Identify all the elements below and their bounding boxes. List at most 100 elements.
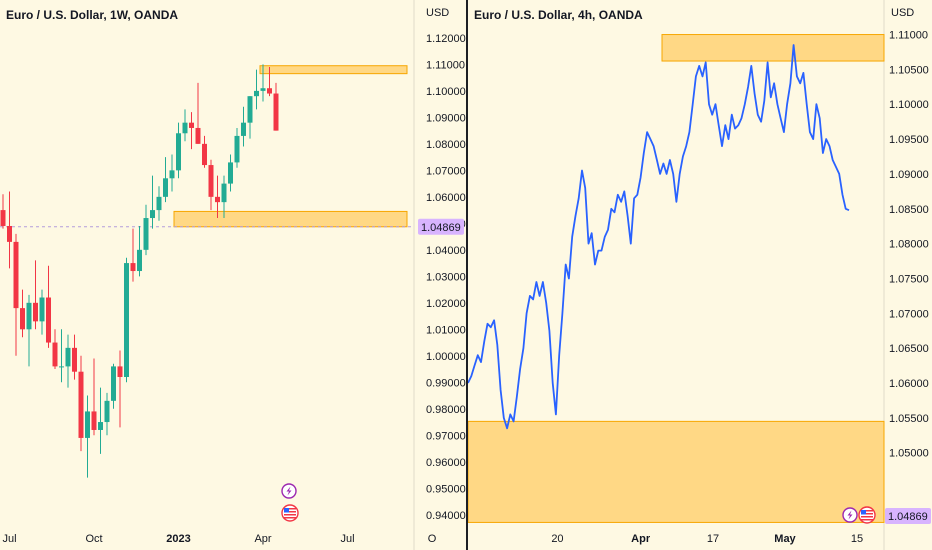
y-tick-label: 1.06500 bbox=[889, 343, 929, 355]
x-tick-label: Apr bbox=[254, 533, 271, 545]
y-tick-label: 1.05000 bbox=[889, 448, 929, 460]
candle-body[interactable] bbox=[33, 302, 38, 322]
candle-body[interactable] bbox=[85, 411, 90, 438]
candle-body[interactable] bbox=[46, 297, 51, 343]
candle-body[interactable] bbox=[156, 196, 162, 211]
candle-body[interactable] bbox=[124, 263, 129, 377]
candle-body[interactable] bbox=[221, 183, 227, 203]
support-zone[interactable] bbox=[173, 210, 408, 228]
last-price-label: 1.04869 bbox=[888, 511, 928, 523]
x-tick-label: Apr bbox=[631, 533, 651, 545]
y-tick-label: 1.07000 bbox=[426, 165, 466, 177]
x-tick-label: 17 bbox=[707, 533, 719, 545]
candle-body[interactable] bbox=[143, 218, 149, 250]
y-tick-label: 1.03000 bbox=[426, 271, 466, 283]
y-tick-label: 1.02000 bbox=[426, 298, 466, 310]
price-line[interactable] bbox=[468, 44, 850, 430]
support-zone[interactable] bbox=[468, 420, 885, 523]
candle-body[interactable] bbox=[130, 263, 136, 272]
resistance-zone[interactable] bbox=[259, 65, 408, 75]
candle-body[interactable] bbox=[273, 93, 279, 131]
y-tick-label: 1.04000 bbox=[426, 245, 466, 257]
lightning-icon[interactable] bbox=[842, 507, 858, 523]
candle-body[interactable] bbox=[78, 371, 84, 438]
x-tick-label: Jul bbox=[340, 533, 354, 545]
currency-label: USD bbox=[426, 7, 450, 19]
panel-divider[interactable] bbox=[466, 0, 468, 550]
candle-body[interactable] bbox=[0, 210, 6, 226]
y-tick-label: 1.10500 bbox=[889, 64, 929, 76]
4h-chart-panel[interactable]: Euro / U.S. Dollar, 4h, OANDA USD 1.0500… bbox=[468, 0, 932, 550]
candle-body[interactable] bbox=[7, 225, 12, 242]
candle-body[interactable] bbox=[150, 210, 155, 219]
candle-body[interactable] bbox=[98, 422, 103, 430]
candle-body[interactable] bbox=[234, 135, 240, 163]
x-tick-label: 15 bbox=[851, 533, 863, 545]
y-tick-label: 1.01000 bbox=[426, 324, 466, 336]
chart-title: Euro / U.S. Dollar, 4h, OANDA bbox=[474, 8, 643, 22]
chart-title: Euro / U.S. Dollar, 1W, OANDA bbox=[6, 8, 179, 22]
candle-body[interactable] bbox=[52, 342, 58, 367]
y-tick-label: 0.97000 bbox=[426, 430, 466, 442]
candle-body[interactable] bbox=[163, 178, 168, 197]
y-tick-label: 1.07500 bbox=[889, 273, 929, 285]
y-tick-label: 1.07000 bbox=[889, 308, 929, 320]
candle-body[interactable] bbox=[254, 90, 259, 97]
y-tick-label: 0.98000 bbox=[426, 404, 466, 416]
x-tick-label: Oct bbox=[85, 533, 102, 545]
candle-body[interactable] bbox=[202, 143, 207, 166]
y-tick-label: 1.09000 bbox=[426, 112, 466, 124]
x-tick-label: 2023 bbox=[166, 533, 190, 545]
candle-body[interactable] bbox=[247, 96, 253, 123]
candle-body[interactable] bbox=[215, 196, 220, 203]
x-tick-label: O bbox=[428, 533, 437, 545]
us-flag-icon[interactable] bbox=[281, 504, 299, 522]
x-tick-label: 20 bbox=[551, 533, 563, 545]
candle-body[interactable] bbox=[189, 122, 194, 128]
candle-body[interactable] bbox=[39, 297, 45, 322]
y-tick-label: 0.94000 bbox=[426, 510, 466, 522]
candle-body[interactable] bbox=[267, 88, 272, 94]
candle-body[interactable] bbox=[26, 302, 32, 330]
us-flag-icon[interactable] bbox=[858, 506, 876, 524]
candle-body[interactable] bbox=[91, 411, 97, 430]
candle-body[interactable] bbox=[117, 366, 123, 377]
y-tick-label: 1.05500 bbox=[889, 413, 929, 425]
4h-line-chart[interactable]: 1.05000 1.05500 1.06000 1.06500 1.07000 1.075… bbox=[468, 0, 932, 550]
candle-body[interactable] bbox=[228, 162, 233, 184]
last-price-tag bbox=[885, 508, 931, 524]
candle-body[interactable] bbox=[104, 400, 110, 423]
y-tick-label: 1.08000 bbox=[426, 139, 466, 151]
candle-body[interactable] bbox=[260, 88, 266, 91]
x-tick-label: May bbox=[774, 533, 796, 545]
currency-label: USD bbox=[891, 7, 915, 19]
weekly-chart-panel[interactable]: Euro / U.S. Dollar, 1W, OANDA USD 0.9400… bbox=[0, 0, 466, 550]
y-tick-label: 1.09000 bbox=[889, 169, 929, 181]
y-tick-label: 1.12000 bbox=[426, 33, 466, 45]
x-tick-label: Jul bbox=[2, 533, 16, 545]
candle-body[interactable] bbox=[13, 241, 19, 309]
y-tick-label: 0.95000 bbox=[426, 483, 466, 495]
y-tick-label: 1.06000 bbox=[426, 192, 466, 204]
candle-body[interactable] bbox=[241, 122, 246, 136]
lightning-icon[interactable] bbox=[281, 483, 297, 499]
candle-body[interactable] bbox=[72, 347, 77, 372]
candle-body[interactable] bbox=[59, 366, 64, 368]
y-tick-label: 1.08500 bbox=[889, 204, 929, 216]
candle-body[interactable] bbox=[137, 249, 142, 272]
y-tick-label: 0.99000 bbox=[426, 377, 466, 389]
candle-body[interactable] bbox=[176, 133, 181, 171]
weekly-candlestick-chart[interactable]: 0.94000 0.95000 0.96000 0.97000 0.98000 0.990… bbox=[0, 0, 466, 550]
y-tick-label: 0.96000 bbox=[426, 457, 466, 469]
candle-body[interactable] bbox=[208, 165, 214, 197]
candle-body[interactable] bbox=[169, 170, 175, 179]
y-tick-label: 1.10000 bbox=[426, 86, 466, 98]
y-tick-label: 1.00000 bbox=[426, 351, 466, 363]
candle-body[interactable] bbox=[182, 122, 188, 134]
resistance-zone[interactable] bbox=[661, 34, 885, 62]
candle-body[interactable] bbox=[111, 366, 116, 401]
candle-body[interactable] bbox=[20, 308, 25, 330]
candle-body[interactable] bbox=[195, 127, 201, 144]
candle-body[interactable] bbox=[65, 347, 71, 367]
y-tick-label: 1.10000 bbox=[889, 99, 929, 111]
